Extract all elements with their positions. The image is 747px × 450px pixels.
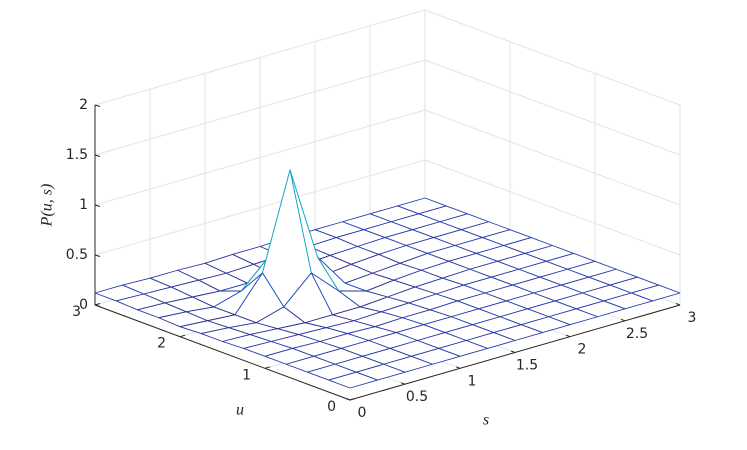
grid-line xyxy=(424,159,681,256)
tick-mark xyxy=(400,382,406,385)
tick-mark xyxy=(94,254,101,257)
tick-mark xyxy=(675,303,681,306)
tick-mark xyxy=(565,334,571,338)
grid-line xyxy=(424,59,681,156)
z-axis-label: P(u, s) xyxy=(39,184,56,228)
grid-line xyxy=(424,9,681,106)
u-tick-label: 2 xyxy=(157,336,166,352)
u-tick-label: 1 xyxy=(242,367,251,383)
z-tick-label: 1.5 xyxy=(66,147,88,163)
tick-mark xyxy=(179,334,186,338)
s-tick-label: 0.5 xyxy=(406,389,428,405)
axis-line xyxy=(94,304,351,401)
z-tick-label: 1 xyxy=(79,197,88,213)
tick-mark xyxy=(510,350,516,353)
tick-mark xyxy=(264,366,271,369)
s-tick-label: 2 xyxy=(578,342,587,358)
tick-mark xyxy=(94,154,101,157)
tick-mark xyxy=(349,398,356,401)
z-tick-label: 0 xyxy=(79,297,88,313)
tick-mark xyxy=(455,366,461,369)
tick-mark xyxy=(94,204,101,207)
tick-mark xyxy=(345,398,351,401)
z-tick-label: 0.5 xyxy=(66,247,88,263)
grid-line xyxy=(424,109,681,206)
u-tick-label: 0 xyxy=(327,399,336,415)
u-axis-label: u xyxy=(236,402,244,419)
s-axis-label: s xyxy=(483,412,489,429)
tick-mark xyxy=(94,303,101,306)
surface-cell xyxy=(328,371,378,389)
u-tick-label: 3 xyxy=(72,304,81,320)
s-tick-label: 1 xyxy=(468,373,477,389)
s-tick-label: 2.5 xyxy=(626,326,648,342)
s-tick-label: 1.5 xyxy=(516,358,538,374)
s-tick-label: 3 xyxy=(688,310,697,326)
z-tick-label: 2 xyxy=(79,97,88,113)
tick-mark xyxy=(94,104,101,107)
tick-mark xyxy=(620,318,626,322)
s-tick-label: 0 xyxy=(358,405,367,421)
